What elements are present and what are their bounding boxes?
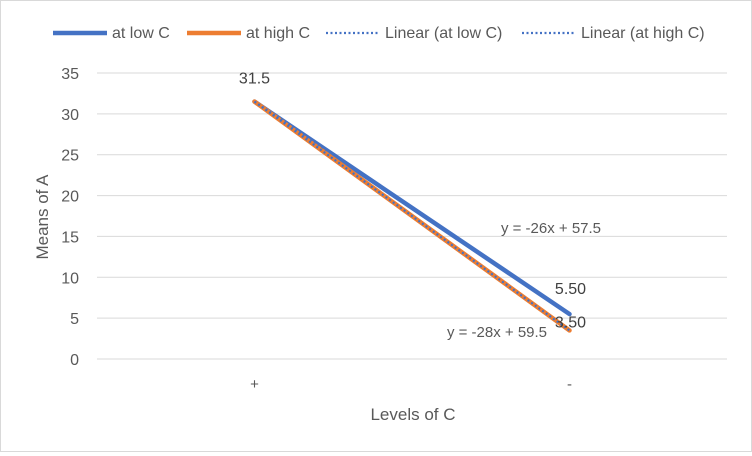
y-tick-label: 5 [70, 311, 79, 328]
legend-label: Linear (at high C) [581, 25, 705, 42]
data-label: 3.50 [555, 314, 586, 331]
data-labels: 31.5 5.50 3.50 y = -26x + 57.5 y = -28x + 59… [239, 71, 601, 341]
y-axis-title: Means of A [33, 174, 52, 260]
data-label: 5.50 [555, 281, 586, 298]
legend-item-at-high-c: at high C [187, 25, 310, 42]
y-tick-label: 10 [61, 270, 79, 287]
y-tick-label: 25 [61, 148, 79, 165]
y-tick-label: 30 [61, 107, 79, 124]
x-tick-label: + [250, 376, 259, 393]
legend-label: Linear (at low C) [385, 25, 502, 42]
x-tick-label: - [567, 376, 572, 393]
legend-item-linear-at-low-c: Linear (at low C) [326, 25, 502, 42]
y-tick-label: 0 [70, 352, 79, 369]
legend-label: at high C [246, 25, 310, 42]
series-line-linear-at-low-c [253, 100, 571, 315]
trendline-equation-at-low-c: y = -26x + 57.5 [501, 220, 601, 237]
legend-item-linear-at-high-c: Linear (at high C) [522, 25, 705, 42]
legend-item-at-low-c: at low C [53, 25, 170, 42]
y-tick-label: 20 [61, 189, 79, 206]
series-line-linear-at-high-c [253, 100, 571, 332]
data-label: 31.5 [239, 71, 270, 88]
gridlines [97, 72, 727, 360]
x-axis-ticks: + - [250, 376, 572, 393]
x-axis-title: Levels of C [370, 405, 455, 424]
trendline-equation-at-high-c: y = -28x + 59.5 [447, 324, 547, 341]
y-axis-ticks: 0 5 10 15 20 25 30 35 [61, 66, 79, 369]
legend-label: at low C [112, 25, 170, 42]
y-tick-label: 15 [61, 229, 79, 246]
legend: at low C at high C Linear (at low C) Linear… [53, 25, 705, 42]
series-lines [252, 99, 572, 333]
y-tick-label: 35 [61, 66, 79, 83]
